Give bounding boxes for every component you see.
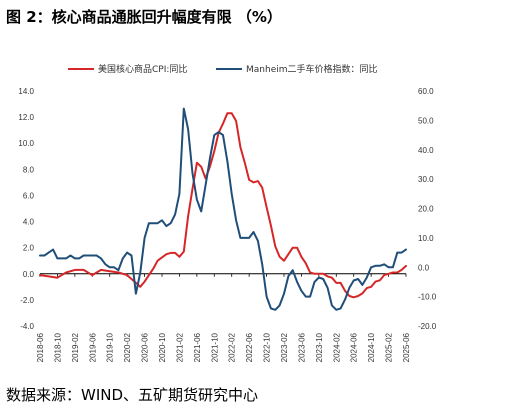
- x-tick-label: 2023-02: [280, 332, 289, 362]
- legend-label: 美国核心商品CPI:同比: [98, 63, 187, 75]
- series-line-core-goods-cpi: [39, 112, 407, 299]
- x-tick-label: 2021-06: [193, 332, 202, 362]
- x-tick-label: 2024-06: [350, 332, 359, 362]
- x-tick-label: 2022-02: [228, 332, 237, 362]
- x-tick-label: 2021-10: [210, 332, 219, 362]
- x-tick-label: 2020-02: [123, 332, 132, 362]
- y-left-tick-label: 12.0: [18, 113, 34, 122]
- y-right-tick-label: 40.0: [418, 146, 434, 155]
- y-left-tick-label: -2.0: [20, 296, 34, 305]
- chart-axes: -4.0 -2.0 0.0 2.0 4.0 6.0 8.0 10.0 12.0 14.0 -20.0…: [18, 87, 436, 362]
- x-tick-label: 2020-10: [158, 332, 167, 362]
- y-left-tick-label: 4.0: [23, 218, 35, 227]
- x-tick-label: 2019-06: [88, 332, 97, 362]
- y-left-tick-label: 6.0: [23, 191, 35, 200]
- y-right-tick-label: 50.0: [418, 116, 434, 125]
- figure-title: 图 2：核心商品通胀回升幅度有限 （%）: [6, 8, 282, 26]
- y-right-tick-label: 30.0: [418, 175, 434, 184]
- y-right-tick-label: 60.0: [418, 87, 434, 96]
- x-tick-label: 2022-06: [245, 332, 254, 362]
- x-tick-label: 2022-10: [263, 332, 272, 362]
- y-left-tick-label: 8.0: [23, 165, 35, 174]
- chart-series: [39, 107, 407, 311]
- x-tick-label: 2025-06: [402, 332, 411, 362]
- y-left-tick-label: 10.0: [18, 139, 34, 148]
- y-right-tick-label: -10.0: [418, 293, 437, 302]
- x-tick-label: 2024-10: [367, 332, 376, 362]
- y-right-tick-label: 20.0: [418, 205, 434, 214]
- x-tick-label: 2021-02: [175, 332, 184, 362]
- x-tick-label: 2019-02: [71, 332, 80, 362]
- series-line-manheim: [39, 107, 407, 311]
- chart-legend: 美国核心商品CPI:同比 Manheim二手车价格指数：同比: [68, 63, 378, 75]
- x-tick-label: 2023-06: [297, 332, 306, 362]
- x-tick-label: 2018-06: [36, 332, 45, 362]
- y-left-tick-label: 14.0: [18, 87, 34, 96]
- y-right-tick-label: 10.0: [418, 234, 434, 243]
- x-tick-label: 2018-10: [53, 332, 62, 362]
- y-left-tick-label: 2.0: [23, 244, 35, 253]
- y-left-tick-label: 0.0: [23, 270, 35, 279]
- x-tick-label: 2024-02: [332, 332, 341, 362]
- x-tick-label: 2025-02: [385, 332, 394, 362]
- legend-label: Manheim二手车价格指数：同比: [246, 63, 378, 75]
- y-right-tick-label: 0.0: [418, 263, 430, 272]
- x-tick-label: 2020-06: [141, 332, 150, 362]
- y-right-tick-label: -20.0: [418, 322, 437, 331]
- y-left-tick-label: -4.0: [20, 322, 34, 331]
- x-tick-label: 2019-10: [106, 332, 115, 362]
- x-tick-label: 2023-10: [315, 332, 324, 362]
- figure-source: 数据来源：WIND、五矿期货研究中心: [6, 386, 259, 404]
